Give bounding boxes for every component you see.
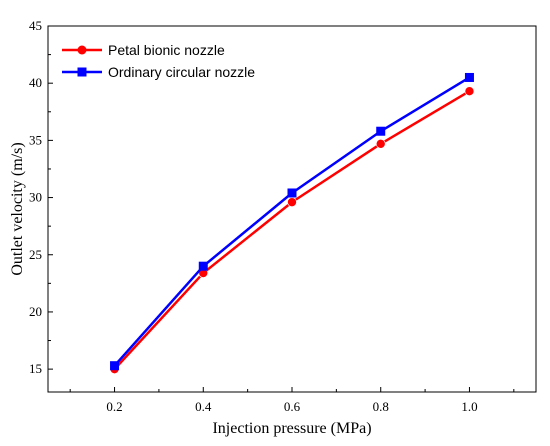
data-point	[198, 261, 208, 271]
series-1	[109, 86, 475, 374]
data-point	[464, 86, 475, 96]
y-tick-label: 45	[29, 18, 42, 33]
legend: Petal bionic nozzle Ordinary circular noz…	[62, 42, 255, 80]
legend-marker	[77, 67, 87, 77]
x-tick-label: 0.4	[195, 399, 212, 414]
series-layer	[109, 72, 475, 374]
data-point	[110, 361, 120, 371]
y-tick-label: 40	[29, 75, 42, 90]
legend-label: Ordinary circular nozzle	[108, 64, 255, 80]
series-line	[113, 76, 471, 367]
data-point	[287, 188, 297, 198]
x-tick-label: 0.2	[106, 399, 122, 414]
y-tick-label: 30	[29, 190, 42, 205]
y-tick-label: 20	[29, 304, 42, 319]
y-axis-title: Outlet velocity (m/s)	[9, 142, 26, 275]
data-point	[464, 72, 474, 82]
x-axis-title: Injection pressure (MPa)	[212, 420, 371, 437]
y-tick-label: 25	[29, 247, 42, 262]
y-tick-label: 15	[29, 361, 42, 376]
legend-item: Petal bionic nozzle	[62, 42, 225, 58]
data-point	[376, 126, 386, 136]
x-tick-label: 0.8	[373, 399, 389, 414]
legend-item: Ordinary circular nozzle	[62, 64, 255, 80]
data-point	[287, 197, 297, 207]
y-axis: 15 20 25 30 35 40 45	[29, 18, 53, 376]
data-point	[375, 139, 386, 149]
legend-label: Petal bionic nozzle	[108, 42, 225, 58]
x-axis: 0.2 0.4 0.6 0.8 1.0	[69, 387, 515, 414]
x-tick-label: 1.0	[461, 399, 477, 414]
legend-marker	[77, 45, 87, 55]
y-tick-label: 35	[29, 132, 42, 147]
series-line	[113, 90, 471, 370]
series-2	[110, 72, 474, 371]
x-tick-label: 0.6	[284, 399, 301, 414]
